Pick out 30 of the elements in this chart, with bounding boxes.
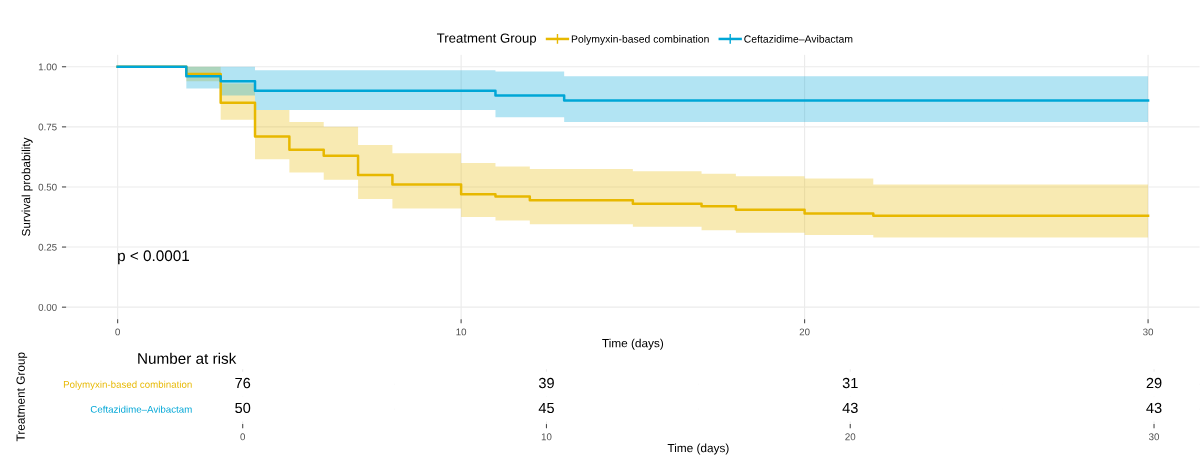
data-label: 39 <box>538 377 554 389</box>
x-axis-title: Time (days) <box>602 338 664 350</box>
y-tick-label: 0.25 <box>38 243 57 251</box>
data-label: 29 <box>1146 377 1162 389</box>
data-label: 45 <box>538 402 554 414</box>
annotation: p < 0.0001 <box>118 250 190 265</box>
data-label: 31 <box>842 377 858 389</box>
data-label: 43 <box>1146 402 1162 414</box>
y-tick-label: 0.00 <box>38 303 57 311</box>
x-tick-label: 20 <box>799 328 810 336</box>
legend-title: Treatment Group <box>436 33 537 46</box>
x-tick-label: 10 <box>541 433 552 441</box>
y-tick-label: 0.75 <box>38 123 57 131</box>
y-tick-label: 1.00 <box>38 63 57 71</box>
x-axis-title: Time (days) <box>667 443 729 455</box>
x-tick-label: 30 <box>1143 328 1154 336</box>
x-tick-label: 0 <box>240 433 246 441</box>
chart-title: Number at risk <box>138 352 237 364</box>
x-tick-label: 30 <box>1148 433 1160 441</box>
data-label: 50 <box>235 402 251 414</box>
data-label: 76 <box>235 377 251 389</box>
x-tick-label: 20 <box>845 433 856 441</box>
y-axis-title: Survival probability <box>21 137 33 236</box>
x-tick-label: 10 <box>456 328 467 336</box>
x-tick-label: 0 <box>115 328 120 336</box>
data-label: 43 <box>842 402 858 414</box>
legend-label: Ceftazidime–Avibactam <box>744 35 853 43</box>
y-axis-title: Treatment Group <box>16 352 28 442</box>
legend-label: Polymyxin-based combination <box>571 35 709 45</box>
y-tick-label: 0.50 <box>38 183 57 191</box>
